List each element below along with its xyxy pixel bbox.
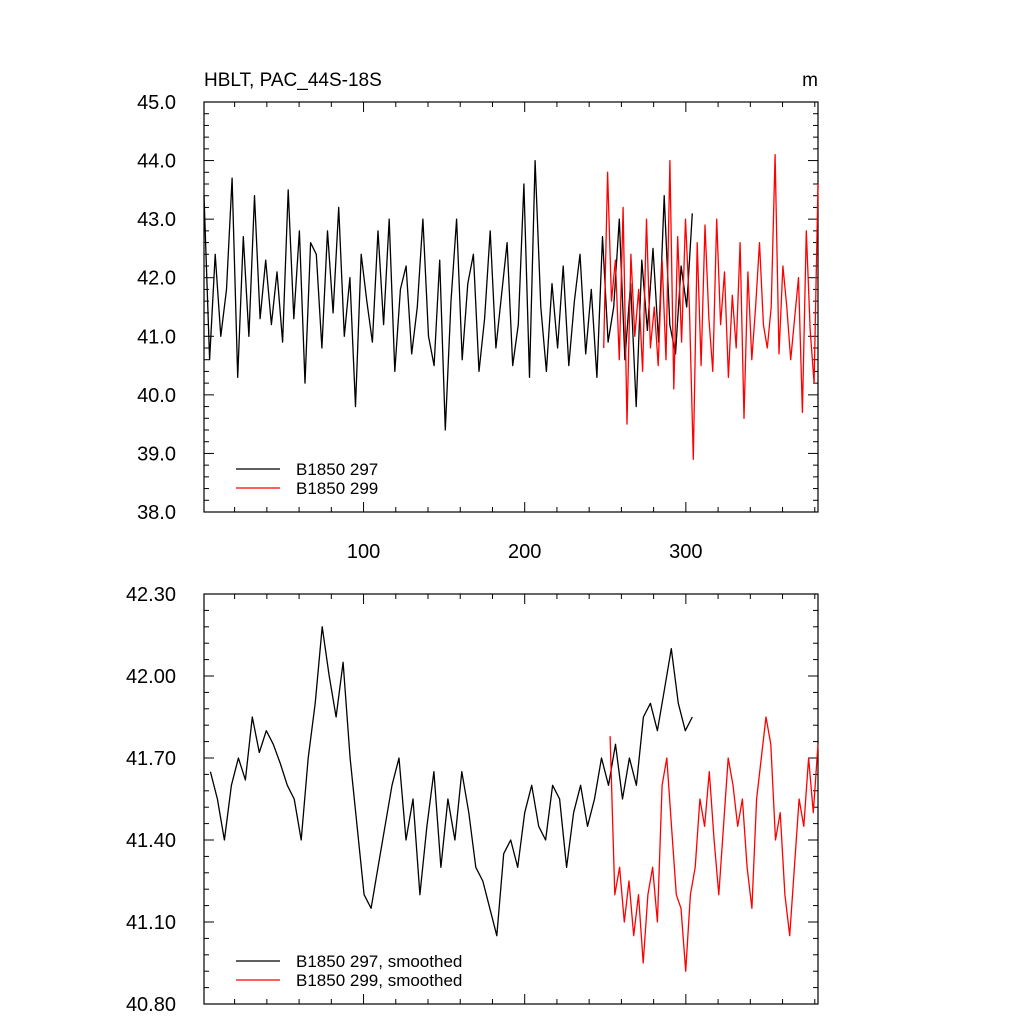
bottom-y-tick-label: 40.80 bbox=[126, 994, 176, 1016]
bottom-legend-label-2: B1850 299, smoothed bbox=[296, 971, 462, 990]
bottom-series-group bbox=[209, 626, 819, 972]
top-series-group bbox=[203, 154, 819, 460]
top-y-tick-label: 41.0 bbox=[137, 326, 176, 348]
bottom-legend-label-1: B1850 297, smoothed bbox=[296, 952, 462, 971]
top-y-tick-label: 44.0 bbox=[137, 151, 176, 173]
top-legend-label-2: B1850 299 bbox=[296, 479, 378, 498]
bottom-y-tick-label: 41.70 bbox=[126, 748, 176, 770]
top-panel: HBLT, PAC_44S-18S m 38.0 39.0 40.0 41.0 42.0… bbox=[137, 70, 819, 563]
top-axes: 38.0 39.0 40.0 41.0 42.0 43.0 44.0 45.0 100 200 30… bbox=[137, 92, 818, 563]
bottom-y-tick-label: 42.30 bbox=[126, 584, 176, 606]
top-y-tick-label: 38.0 bbox=[137, 502, 176, 524]
bottom-y-tick-label: 42.00 bbox=[126, 666, 176, 688]
top-y-tick-label: 40.0 bbox=[137, 385, 176, 407]
bottom-axes: 40.80 41.10 41.40 41.70 42.00 42.30 bbox=[126, 584, 818, 1016]
top-x-tick-label: 300 bbox=[669, 541, 702, 563]
bottom-series-line-1 bbox=[209, 626, 693, 937]
top-title-units: m bbox=[802, 70, 818, 91]
bottom-panel: 40.80 41.10 41.40 41.70 42.00 42.30 B1850 297… bbox=[126, 584, 819, 1016]
top-y-tick-label: 42.0 bbox=[137, 268, 176, 290]
top-y-tick-label: 43.0 bbox=[137, 209, 176, 231]
top-x-tick-label: 200 bbox=[508, 541, 541, 563]
top-y-tick-label: 39.0 bbox=[137, 443, 176, 465]
bottom-y-tick-label: 41.10 bbox=[126, 912, 176, 934]
top-x-tick-label: 100 bbox=[347, 541, 380, 563]
top-series-line-2 bbox=[603, 154, 819, 460]
top-plot-frame bbox=[203, 101, 819, 513]
bottom-y-tick-label: 41.40 bbox=[126, 830, 176, 852]
top-y-tick-label: 45.0 bbox=[137, 92, 176, 114]
bottom-series-line-2 bbox=[609, 716, 819, 972]
top-legend-label-1: B1850 297 bbox=[296, 460, 378, 479]
top-series-line-1 bbox=[203, 159, 693, 431]
bottom-plot-frame bbox=[203, 593, 819, 1005]
top-title-left: HBLT, PAC_44S-18S bbox=[204, 70, 382, 91]
